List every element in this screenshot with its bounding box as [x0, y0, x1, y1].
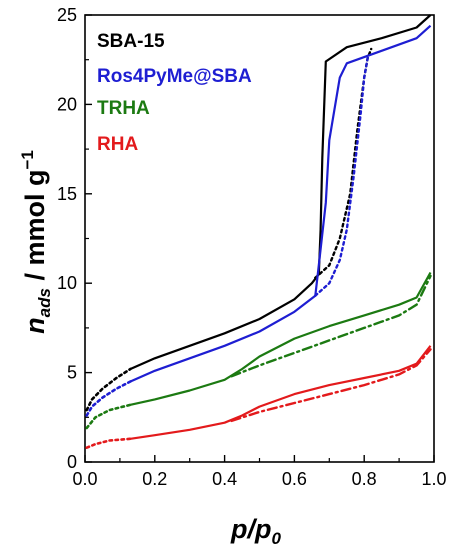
x-tick-label: 0.0 — [72, 469, 97, 489]
series-rha-branch — [130, 345, 432, 440]
series-ros4pyme-sba-adsorption-dotted — [85, 380, 132, 417]
series-rha-desorption — [230, 348, 432, 423]
y-tick-label: 25 — [57, 5, 77, 25]
series-trha-branch — [130, 271, 432, 406]
y-tick-label: 5 — [67, 363, 77, 383]
y-tick-label: 10 — [57, 273, 77, 293]
series-rha-adsorption-dotted — [85, 437, 132, 450]
x-tick-label: 0.8 — [352, 469, 377, 489]
series-trha-adsorption-dotted — [85, 403, 132, 430]
x-tick-label: 0.2 — [142, 469, 167, 489]
series-trha-desorption — [230, 274, 432, 378]
y-axis-label: nads / mmol g−1 — [18, 150, 54, 334]
y-tick-label: 20 — [57, 94, 77, 114]
series-ros4pyme-sba-branch — [129, 24, 432, 383]
x-tick-label: 1.0 — [421, 469, 446, 489]
series-sba-15-adsorption-dotted — [85, 367, 132, 412]
series-ros4pyme-sba-desorption — [314, 56, 369, 297]
legend: SBA-15 Ros4PyMe@SBA TRHA RHA — [97, 31, 252, 155]
x-tick-label: 0.4 — [212, 469, 237, 489]
legend-entry-rha: RHA — [97, 134, 138, 155]
plot-area: 0.0 0.2 0.4 0.6 0.8 1.0 0 5 10 15 20 25 — [57, 5, 447, 489]
y-tick-label: 15 — [57, 184, 77, 204]
legend-entry-trha: TRHA — [97, 98, 150, 119]
legend-entry-ros4pyme-sba: Ros4PyMe@SBA — [97, 66, 252, 87]
x-tick-label: 0.6 — [282, 469, 307, 489]
legend-entry-sba15: SBA-15 — [97, 31, 165, 52]
y-tick-label: 0 — [67, 452, 77, 472]
x-axis-label: p/p0 — [230, 514, 282, 548]
